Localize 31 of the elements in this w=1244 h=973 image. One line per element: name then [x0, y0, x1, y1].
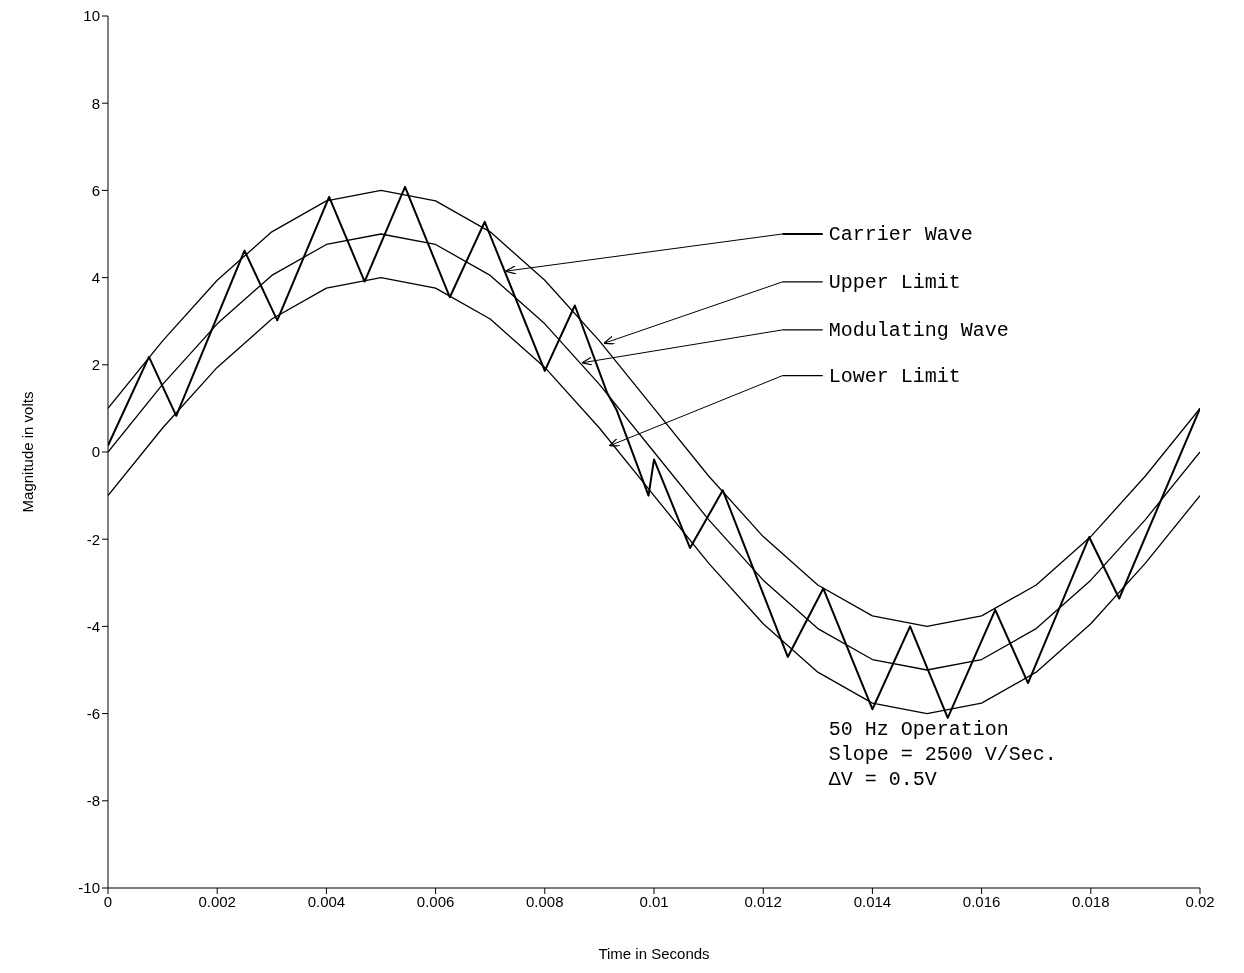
x-tick-label: 0.016 [962, 892, 1001, 910]
y-tick-label: 6 [91, 181, 100, 199]
x-tick-label: 0.004 [307, 892, 346, 910]
y-axis-title: Magnitude in volts [19, 391, 37, 513]
x-tick-label: 0.02 [1185, 892, 1215, 910]
y-tick-label: 0 [91, 443, 100, 461]
legend-label: Carrier Wave [828, 223, 973, 246]
legend-label: Modulating Wave [828, 318, 1009, 342]
y-tick-label: 8 [91, 94, 100, 112]
y-tick-label: -4 [86, 617, 100, 635]
x-tick-label: 0.006 [416, 892, 455, 910]
legend-label: Lower Limit [828, 364, 961, 388]
y-tick-label: 10 [83, 7, 100, 25]
x-tick-label: 0 [103, 892, 113, 910]
y-tick-label: -10 [78, 879, 100, 897]
x-tick-label: 0.014 [853, 892, 892, 910]
x-tick-label: 0.012 [744, 892, 782, 910]
x-tick-label: 0.018 [1072, 892, 1110, 910]
x-tick-label: 0.008 [526, 892, 564, 910]
annotation: 50 Hz Operation [828, 718, 1009, 742]
annotation: ΔV = 0.5V [828, 768, 937, 792]
x-tick-label: 0.002 [198, 892, 236, 910]
legend-label: Upper Limit [828, 270, 961, 294]
y-tick-label: 4 [91, 268, 100, 286]
x-tick-label: 0.01 [639, 892, 669, 910]
y-tick-label: -6 [86, 704, 100, 722]
y-tick-label: -2 [86, 530, 100, 548]
y-tick-label: 2 [91, 356, 100, 374]
x-axis-title: Time in Seconds [598, 945, 710, 962]
annotation: Slope = 2500 V/Sec. [828, 743, 1057, 767]
y-tick-label: -8 [86, 792, 100, 810]
